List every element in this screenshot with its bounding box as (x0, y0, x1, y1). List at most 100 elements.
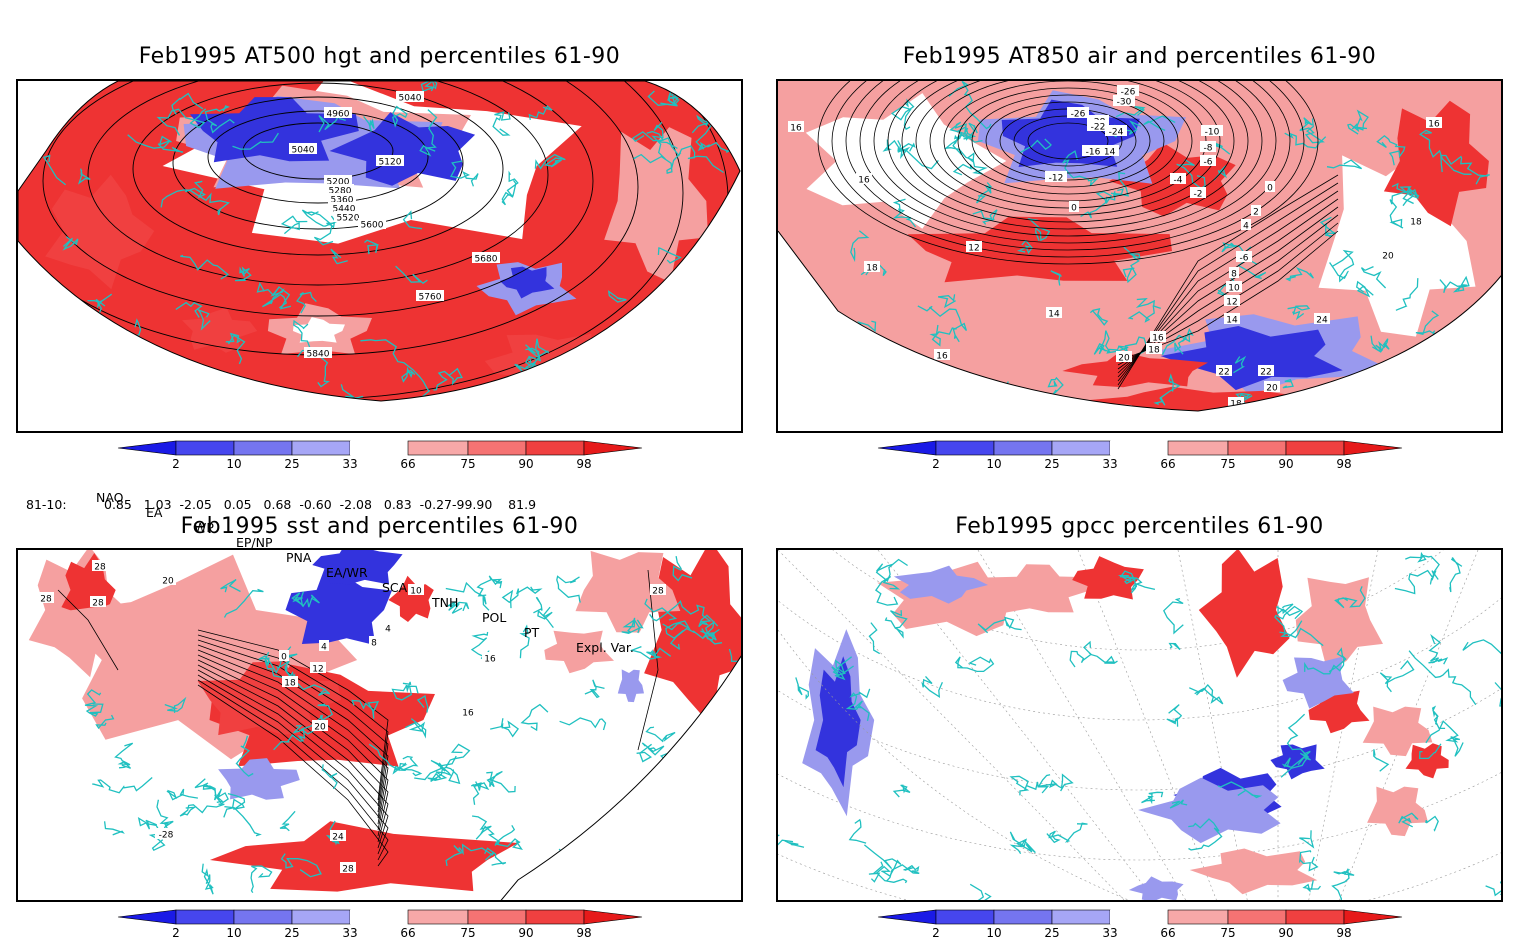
contour-label-box (289, 143, 317, 154)
coastline (1016, 239, 1033, 255)
precipitation-anomaly (985, 564, 1092, 614)
coastline (291, 591, 320, 608)
map-fill-hgt: 4960 5040 5040 5120 520052805360544055205600… (18, 81, 740, 401)
coastline (1304, 647, 1347, 675)
temperature-contour (957, 87, 1179, 195)
anomaly-region (209, 821, 519, 892)
contour-label-box (328, 193, 356, 204)
contour-label: 4 (385, 625, 391, 635)
colorbar-tick-label: 2 (172, 926, 180, 940)
colorbar-segment (407, 909, 469, 925)
contour-label-box (788, 121, 804, 132)
contour-label-box (1224, 313, 1240, 324)
sst-contour (637, 569, 659, 751)
coastline (1494, 682, 1501, 707)
contour-label: 14 (1226, 316, 1238, 326)
colorbar-segment (1110, 441, 1168, 455)
colorbar-segment (291, 440, 351, 456)
contour-label-box (1200, 155, 1216, 166)
precipitation-anomaly (1367, 786, 1429, 837)
coastline (1319, 216, 1336, 238)
panel-title-hgt: Feb1995 AT500 hgt and percentiles 61-90 (138, 44, 621, 69)
coastline (868, 861, 884, 883)
coastline (534, 153, 566, 170)
contour-label-box (1426, 117, 1442, 128)
coastline (1019, 138, 1052, 154)
colorbar-arrow-left (877, 909, 937, 925)
anomaly-region (805, 93, 1007, 229)
contour-label: 4 (1243, 222, 1249, 232)
coastline (937, 294, 956, 309)
coastline (1127, 305, 1155, 323)
contour-label-box (340, 862, 356, 873)
coastline (156, 108, 207, 136)
colorbar-segment (525, 440, 585, 456)
temperature-contour (943, 81, 1193, 202)
coastline (1122, 246, 1141, 284)
contour-label: 20 (1118, 354, 1130, 364)
coastline (852, 351, 877, 377)
coastline (224, 805, 262, 837)
anomaly-region (1160, 326, 1343, 391)
anomaly-region (544, 630, 614, 674)
coastline (1425, 720, 1464, 757)
colorbar-tick-label: 10 (986, 457, 1001, 471)
coastline (1233, 355, 1247, 374)
colorbar-tick-label: 10 (986, 926, 1001, 940)
colorbar-tick-label: 25 (1044, 926, 1059, 940)
coastline (1426, 350, 1454, 377)
coastline (649, 600, 712, 625)
coastline (1410, 370, 1447, 394)
contour-label-box (416, 290, 444, 301)
contour-label-box (966, 241, 982, 252)
contour-label: 5040 (292, 146, 315, 156)
colorbar-tick-label: 75 (1220, 457, 1235, 471)
colorbar-tick-label: 75 (460, 926, 475, 940)
contour-label-box (376, 155, 404, 166)
coastline (1083, 640, 1118, 664)
coastline (1334, 586, 1366, 609)
contour-label-box (90, 596, 106, 607)
coastline (490, 718, 520, 738)
coastline (179, 803, 225, 817)
contour-label-box (1258, 365, 1274, 376)
contour-label-box (1380, 249, 1396, 260)
contour-label: 12 (968, 244, 979, 254)
coastline (969, 883, 992, 900)
coastline (1485, 881, 1501, 897)
contour-label-box (1251, 205, 1261, 216)
anomaly-region (312, 550, 403, 585)
anomaly-region (329, 112, 476, 186)
colorbar-tick-label: 2 (172, 457, 180, 471)
anomaly-region (218, 758, 300, 800)
contour-label: -4 (1174, 176, 1183, 186)
coastline (114, 742, 134, 769)
contour-label: 16 (484, 655, 496, 665)
coastline (921, 675, 943, 699)
coastline (225, 332, 246, 365)
coastline (395, 265, 428, 285)
header-epnp: EP/NP (236, 535, 273, 550)
coastline (501, 170, 519, 206)
colorbar-tick-label: 33 (342, 457, 357, 471)
coastline (1373, 749, 1390, 772)
contour-label: -30 (1117, 98, 1132, 108)
sst-contour (57, 589, 119, 671)
contour-label-box (1082, 145, 1104, 156)
contour-label: -6 (1204, 158, 1213, 168)
colorbar-tick-label: 2 (932, 457, 940, 471)
coastline (84, 689, 104, 717)
colorbar-top-right: 2 10 25 33 66 75 90 98 (877, 440, 1403, 471)
coastline (494, 824, 523, 851)
coastline (889, 365, 905, 392)
header-tnh: TNH (432, 595, 459, 610)
header-explvar: Expl. Var. (576, 640, 634, 655)
colorbar-segment (233, 440, 293, 456)
colorbar-tick-label: 66 (1160, 457, 1175, 471)
coastline (795, 677, 809, 700)
contour-label: 24 (1316, 316, 1328, 326)
contour-label: 4960 (327, 110, 350, 120)
height-contour (207, 110, 429, 204)
precipitation-anomaly (1282, 656, 1354, 709)
coastline (831, 656, 854, 681)
